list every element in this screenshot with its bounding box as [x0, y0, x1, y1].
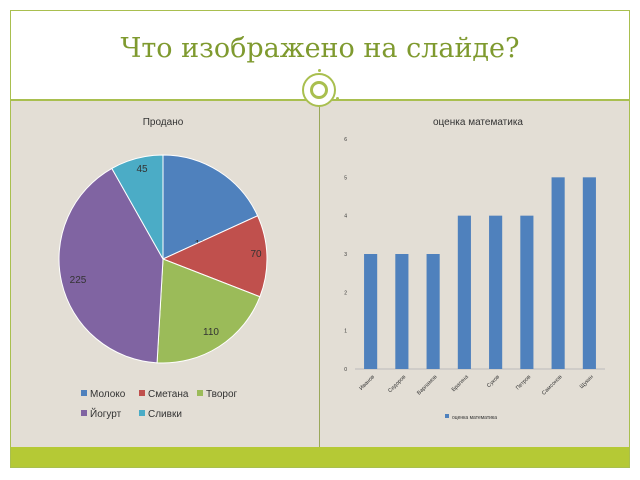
- ornament-dot-top: [318, 69, 321, 72]
- bar-x-tick-8: Щукин: [579, 374, 595, 390]
- bar-5: [489, 215, 503, 369]
- pie-legend-label-4: Йогурт: [90, 407, 122, 420]
- bar-legend-label: оценка математика: [452, 415, 497, 421]
- bar-x-tick-6: Петров: [515, 374, 532, 391]
- bar-3: [426, 254, 440, 369]
- bar-y-tick-2: 2: [344, 290, 347, 296]
- pie-legend-swatch-1: [81, 390, 87, 396]
- slide-title: Что изображено на слайде?: [120, 33, 520, 64]
- pie-data-label-4: 225: [70, 275, 87, 286]
- pie-legend-label-5: Сливки: [148, 409, 182, 420]
- bottom-accent-bar: [11, 447, 629, 467]
- pie-data-label-2: 70: [250, 249, 262, 260]
- bar-y-tick-6: 6: [344, 137, 347, 143]
- pie-slice-5: [111, 154, 164, 261]
- pie-legend-label-3: Творог: [206, 389, 238, 400]
- pie-slice-1: [162, 154, 259, 260]
- bar-x-tick-7: Самсонов: [541, 374, 564, 397]
- bar-8: [582, 177, 596, 369]
- pie-legend-swatch-5: [139, 410, 145, 416]
- pie-legend-label-1: Молоко: [90, 389, 126, 400]
- bar-y-tick-4: 4: [344, 214, 347, 220]
- pie-slice-4: [58, 167, 164, 364]
- bar-1: [364, 254, 378, 369]
- content-vertical-divider: [319, 99, 320, 457]
- pie-legend-label-2: Сметана: [148, 389, 189, 400]
- pie-chart-title: Продано: [143, 117, 184, 128]
- pie-legend-swatch-3: [197, 390, 203, 396]
- bar-y-tick-0: 0: [344, 367, 347, 373]
- bar-6: [520, 215, 534, 369]
- bar-y-tick-1: 1: [344, 329, 347, 335]
- content-area: Продано1007011022545МолокоСметанаТворогЙ…: [11, 99, 629, 457]
- charts-canvas: Продано1007011022545МолокоСметанаТворогЙ…: [58, 117, 605, 421]
- pie-legend-swatch-4: [81, 410, 87, 416]
- pie-legend-swatch-2: [139, 390, 145, 396]
- bar-x-tick-5: Суков: [486, 374, 501, 389]
- pie-data-label-5: 45: [136, 164, 148, 175]
- bar-y-tick-5: 5: [344, 175, 347, 181]
- bar-4: [457, 215, 471, 369]
- ornament-dot-bottom: [336, 97, 339, 100]
- pie-slice-3: [156, 258, 261, 364]
- circle-ornament-inner: [310, 81, 328, 99]
- bar-7: [551, 177, 565, 369]
- circle-ornament-icon: [302, 73, 336, 107]
- bar-x-tick-3: Варламов: [416, 374, 438, 396]
- bar-y-tick-3: 3: [344, 252, 347, 258]
- pie-data-label-3: 110: [203, 327, 219, 338]
- bar-2: [395, 254, 409, 369]
- bar-x-tick-1: Иванов: [358, 374, 376, 392]
- bar-chart-title: оценка математика: [433, 117, 523, 128]
- bar-x-tick-4: Брагина: [451, 374, 471, 394]
- bar-legend-swatch: [445, 414, 449, 418]
- pie-slice-2: [161, 215, 268, 298]
- bar-x-tick-2: Сидоров: [387, 374, 407, 394]
- slide-frame: Что изображено на слайде? Продано1007011…: [10, 10, 630, 468]
